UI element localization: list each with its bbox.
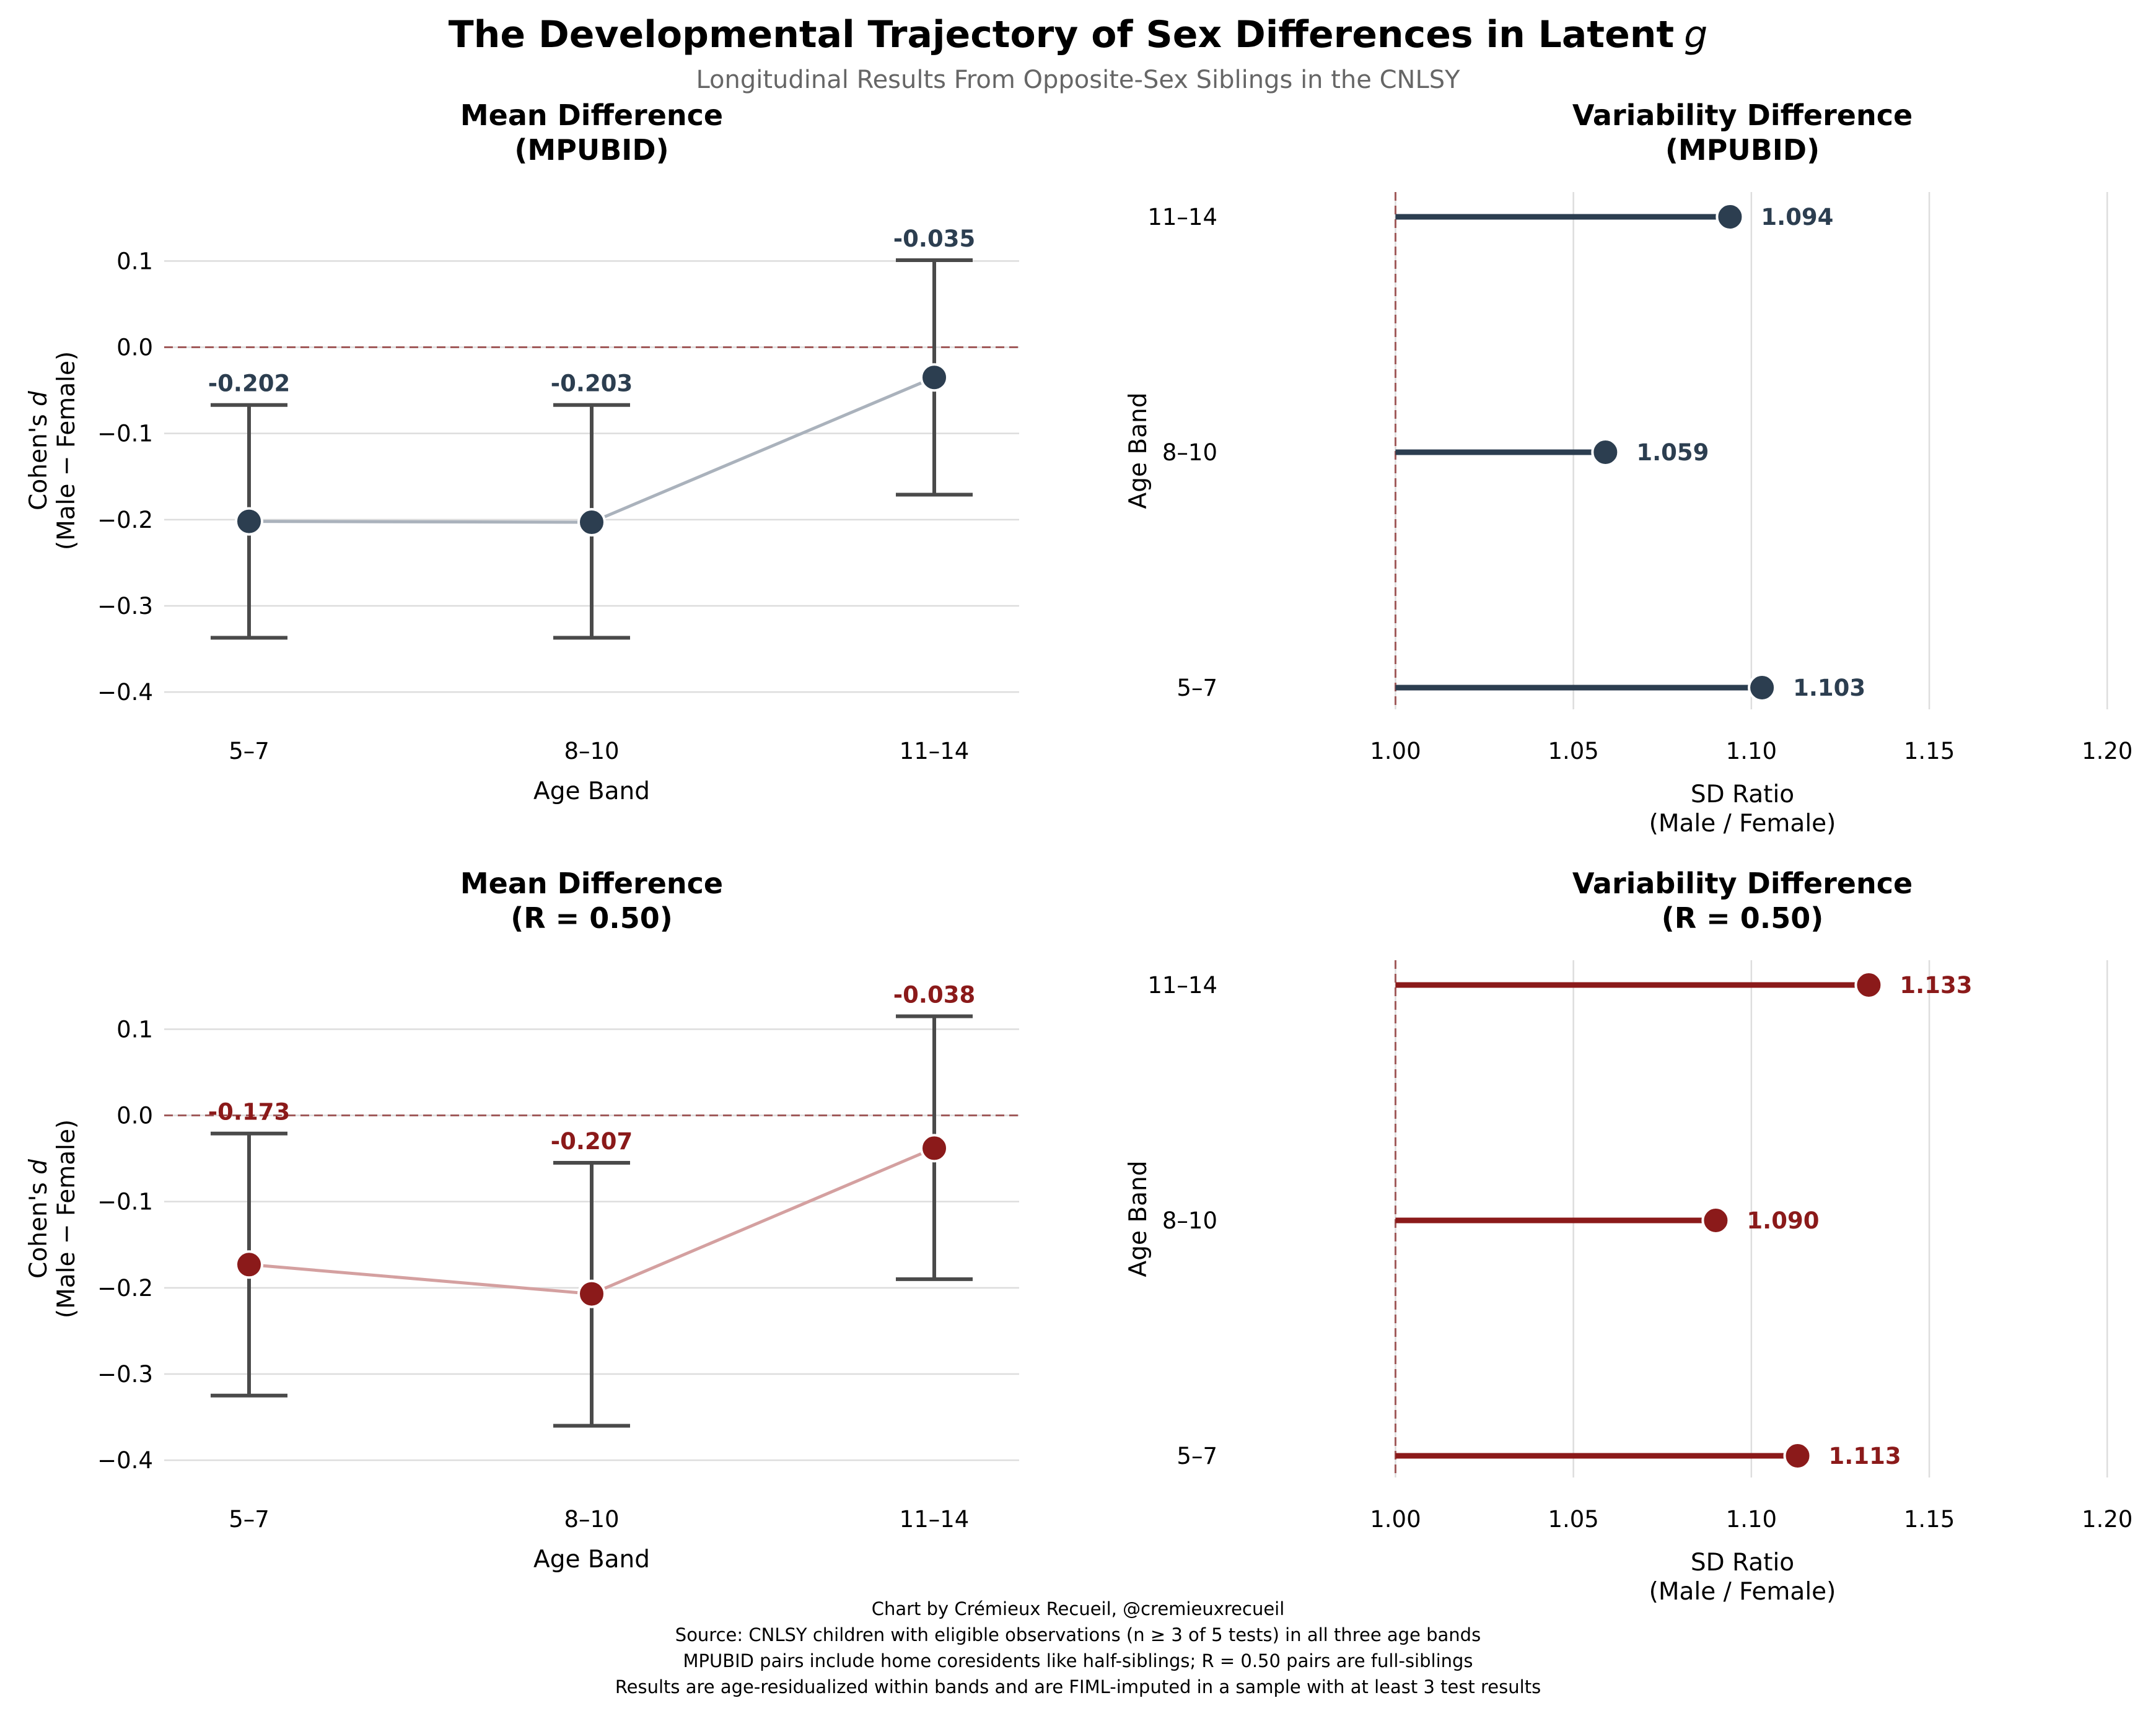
data-label: 1.113 <box>1829 1443 1901 1469</box>
panel-title-line-1: Variability Difference <box>1572 98 1913 132</box>
x-tick-label: 1.10 <box>1726 1506 1777 1533</box>
y-axis-label: Age Band <box>1124 393 1152 509</box>
data-label: 1.059 <box>1636 439 1709 466</box>
chart-panels: Mean Difference(MPUBID)−0.4−0.3−0.2−0.10… <box>25 98 2132 1606</box>
data-point <box>577 1279 606 1308</box>
y-tick-label: 8–10 <box>1162 1207 1217 1234</box>
y-axis-label-symbol: d <box>25 391 53 406</box>
data-label: -0.035 <box>893 225 975 252</box>
y-tick-label: 0.0 <box>116 1103 153 1129</box>
y-axis-label: Age Band <box>1124 1161 1152 1277</box>
data-label: 1.133 <box>1900 972 1972 999</box>
x-axis-label-line-2: (Male / Female) <box>1649 810 1836 838</box>
data-label: -0.207 <box>551 1128 633 1155</box>
x-axis-label: Age Band <box>533 777 650 805</box>
y-tick-label: 5–7 <box>1177 675 1217 701</box>
y-axis-label-line-1: Cohen's d <box>25 1159 53 1279</box>
x-axis-label-line-1: SD Ratio <box>1691 781 1794 808</box>
lollipop-point <box>1854 971 1883 999</box>
data-point <box>920 363 949 392</box>
y-tick-label: 11–14 <box>1147 204 1217 230</box>
lollipop-point <box>1716 203 1745 231</box>
lollipop-point <box>1783 1442 1812 1470</box>
panel-title-line-1: Variability Difference <box>1572 867 1913 900</box>
y-tick-label: 0.1 <box>116 248 153 274</box>
x-tick-label: 1.20 <box>2082 1506 2132 1533</box>
panel-variability-3: Variability Difference(R = 0.50) 1.00 1.05… <box>1124 867 2132 1606</box>
y-tick-label: −0.4 <box>97 1447 153 1474</box>
y-axis-label-line-2: (Male − Female) <box>53 351 81 550</box>
panel-title-line-2: (R = 0.50) <box>511 901 673 935</box>
y-axis-label-symbol: d <box>25 1159 53 1175</box>
y-tick-label: 8–10 <box>1162 439 1217 466</box>
y-tick-label: −0.2 <box>97 1275 153 1302</box>
x-tick-label: 1.00 <box>1370 1506 1421 1533</box>
x-axis-label: Age Band <box>533 1546 650 1574</box>
x-axis-label-line-1: SD Ratio <box>1691 1549 1794 1577</box>
y-axis-label-text: Cohen's <box>25 406 53 510</box>
y-tick-label: −0.4 <box>97 679 153 706</box>
panel-title-line-1: Mean Difference <box>460 867 723 900</box>
y-tick-label: −0.2 <box>97 507 153 533</box>
lollipop-point <box>1591 438 1620 466</box>
y-tick-label: 11–14 <box>1147 972 1217 999</box>
panel-variability-1: Variability Difference(MPUBID) 1.00 1.05 1.… <box>1124 98 2132 838</box>
y-tick-label: −0.3 <box>97 1361 153 1388</box>
y-axis-label-line-1: Cohen's d <box>25 391 53 510</box>
footer-line-2: Source: CNLSY children with eligible obs… <box>675 1624 1481 1645</box>
x-tick-label: 1.00 <box>1370 738 1421 764</box>
figure-footer: Chart by Crémieux Recueil, @cremieuxrecu… <box>615 1598 1541 1697</box>
x-tick-label: 8–10 <box>564 738 619 764</box>
data-label: 1.103 <box>1793 675 1865 701</box>
y-tick-label: 5–7 <box>1177 1443 1217 1469</box>
data-label: -0.202 <box>208 370 290 397</box>
panel-title-line-2: (MPUBID) <box>1665 133 1820 167</box>
panel-title-line-1: Mean Difference <box>460 98 723 132</box>
lollipop-point <box>1701 1206 1730 1235</box>
x-tick-label: 11–14 <box>900 738 970 764</box>
figure-title-symbol: g <box>1684 13 1707 56</box>
data-label: -0.038 <box>893 981 975 1008</box>
figure-subtitle: Longitudinal Results From Opposite-Sex S… <box>696 66 1460 94</box>
x-tick-label: 5–7 <box>229 1506 270 1533</box>
figure-title: The Developmental Trajectory of Sex Diff… <box>449 13 1708 56</box>
y-tick-label: 0.0 <box>116 335 153 361</box>
data-point <box>577 508 606 537</box>
x-tick-label: 11–14 <box>900 1506 970 1533</box>
data-point <box>235 1250 263 1279</box>
y-axis-label-line-2: (Male − Female) <box>53 1119 81 1318</box>
footer-line-3: MPUBID pairs include home coresidents li… <box>683 1650 1473 1671</box>
x-tick-label: 5–7 <box>229 738 270 764</box>
figure-title-text: The Developmental Trajectory of Sex Diff… <box>449 13 1674 56</box>
panel-title-line-2: (R = 0.50) <box>1662 901 1824 935</box>
x-tick-label: 1.15 <box>1904 738 1955 764</box>
data-label: 1.094 <box>1761 204 1833 230</box>
data-label: -0.203 <box>551 370 633 397</box>
data-label: -0.173 <box>208 1099 290 1126</box>
data-point <box>920 1134 949 1163</box>
x-tick-label: 1.20 <box>2082 738 2132 764</box>
x-axis-label-line-2: (Male / Female) <box>1649 1578 1836 1606</box>
footer-line-1: Chart by Crémieux Recueil, @cremieuxrecu… <box>872 1598 1285 1619</box>
data-label: 1.090 <box>1746 1207 1819 1234</box>
y-tick-label: −0.3 <box>97 593 153 619</box>
x-tick-label: 1.05 <box>1548 738 1598 764</box>
panel-mean-0: Mean Difference(MPUBID) −0.4 −0.3 −0.2 −0.1 0… <box>25 98 1019 805</box>
panel-title-line-2: (MPUBID) <box>514 133 668 167</box>
x-tick-label: 1.15 <box>1904 1506 1955 1533</box>
y-tick-label: −0.1 <box>97 1189 153 1215</box>
x-tick-label: 8–10 <box>564 1506 619 1533</box>
y-tick-label: 0.1 <box>116 1016 153 1043</box>
x-tick-label: 1.05 <box>1548 1506 1598 1533</box>
y-tick-label: −0.1 <box>97 421 153 447</box>
y-axis-label-text: Cohen's <box>25 1175 53 1279</box>
lollipop-point <box>1748 673 1777 702</box>
data-point <box>235 507 263 536</box>
panel-mean-2: Mean Difference(R = 0.50) −0.4 −0.3 −0.2 −0.… <box>25 867 1019 1574</box>
footer-line-4: Results are age-residualized within band… <box>615 1676 1541 1697</box>
x-tick-label: 1.10 <box>1726 738 1777 764</box>
